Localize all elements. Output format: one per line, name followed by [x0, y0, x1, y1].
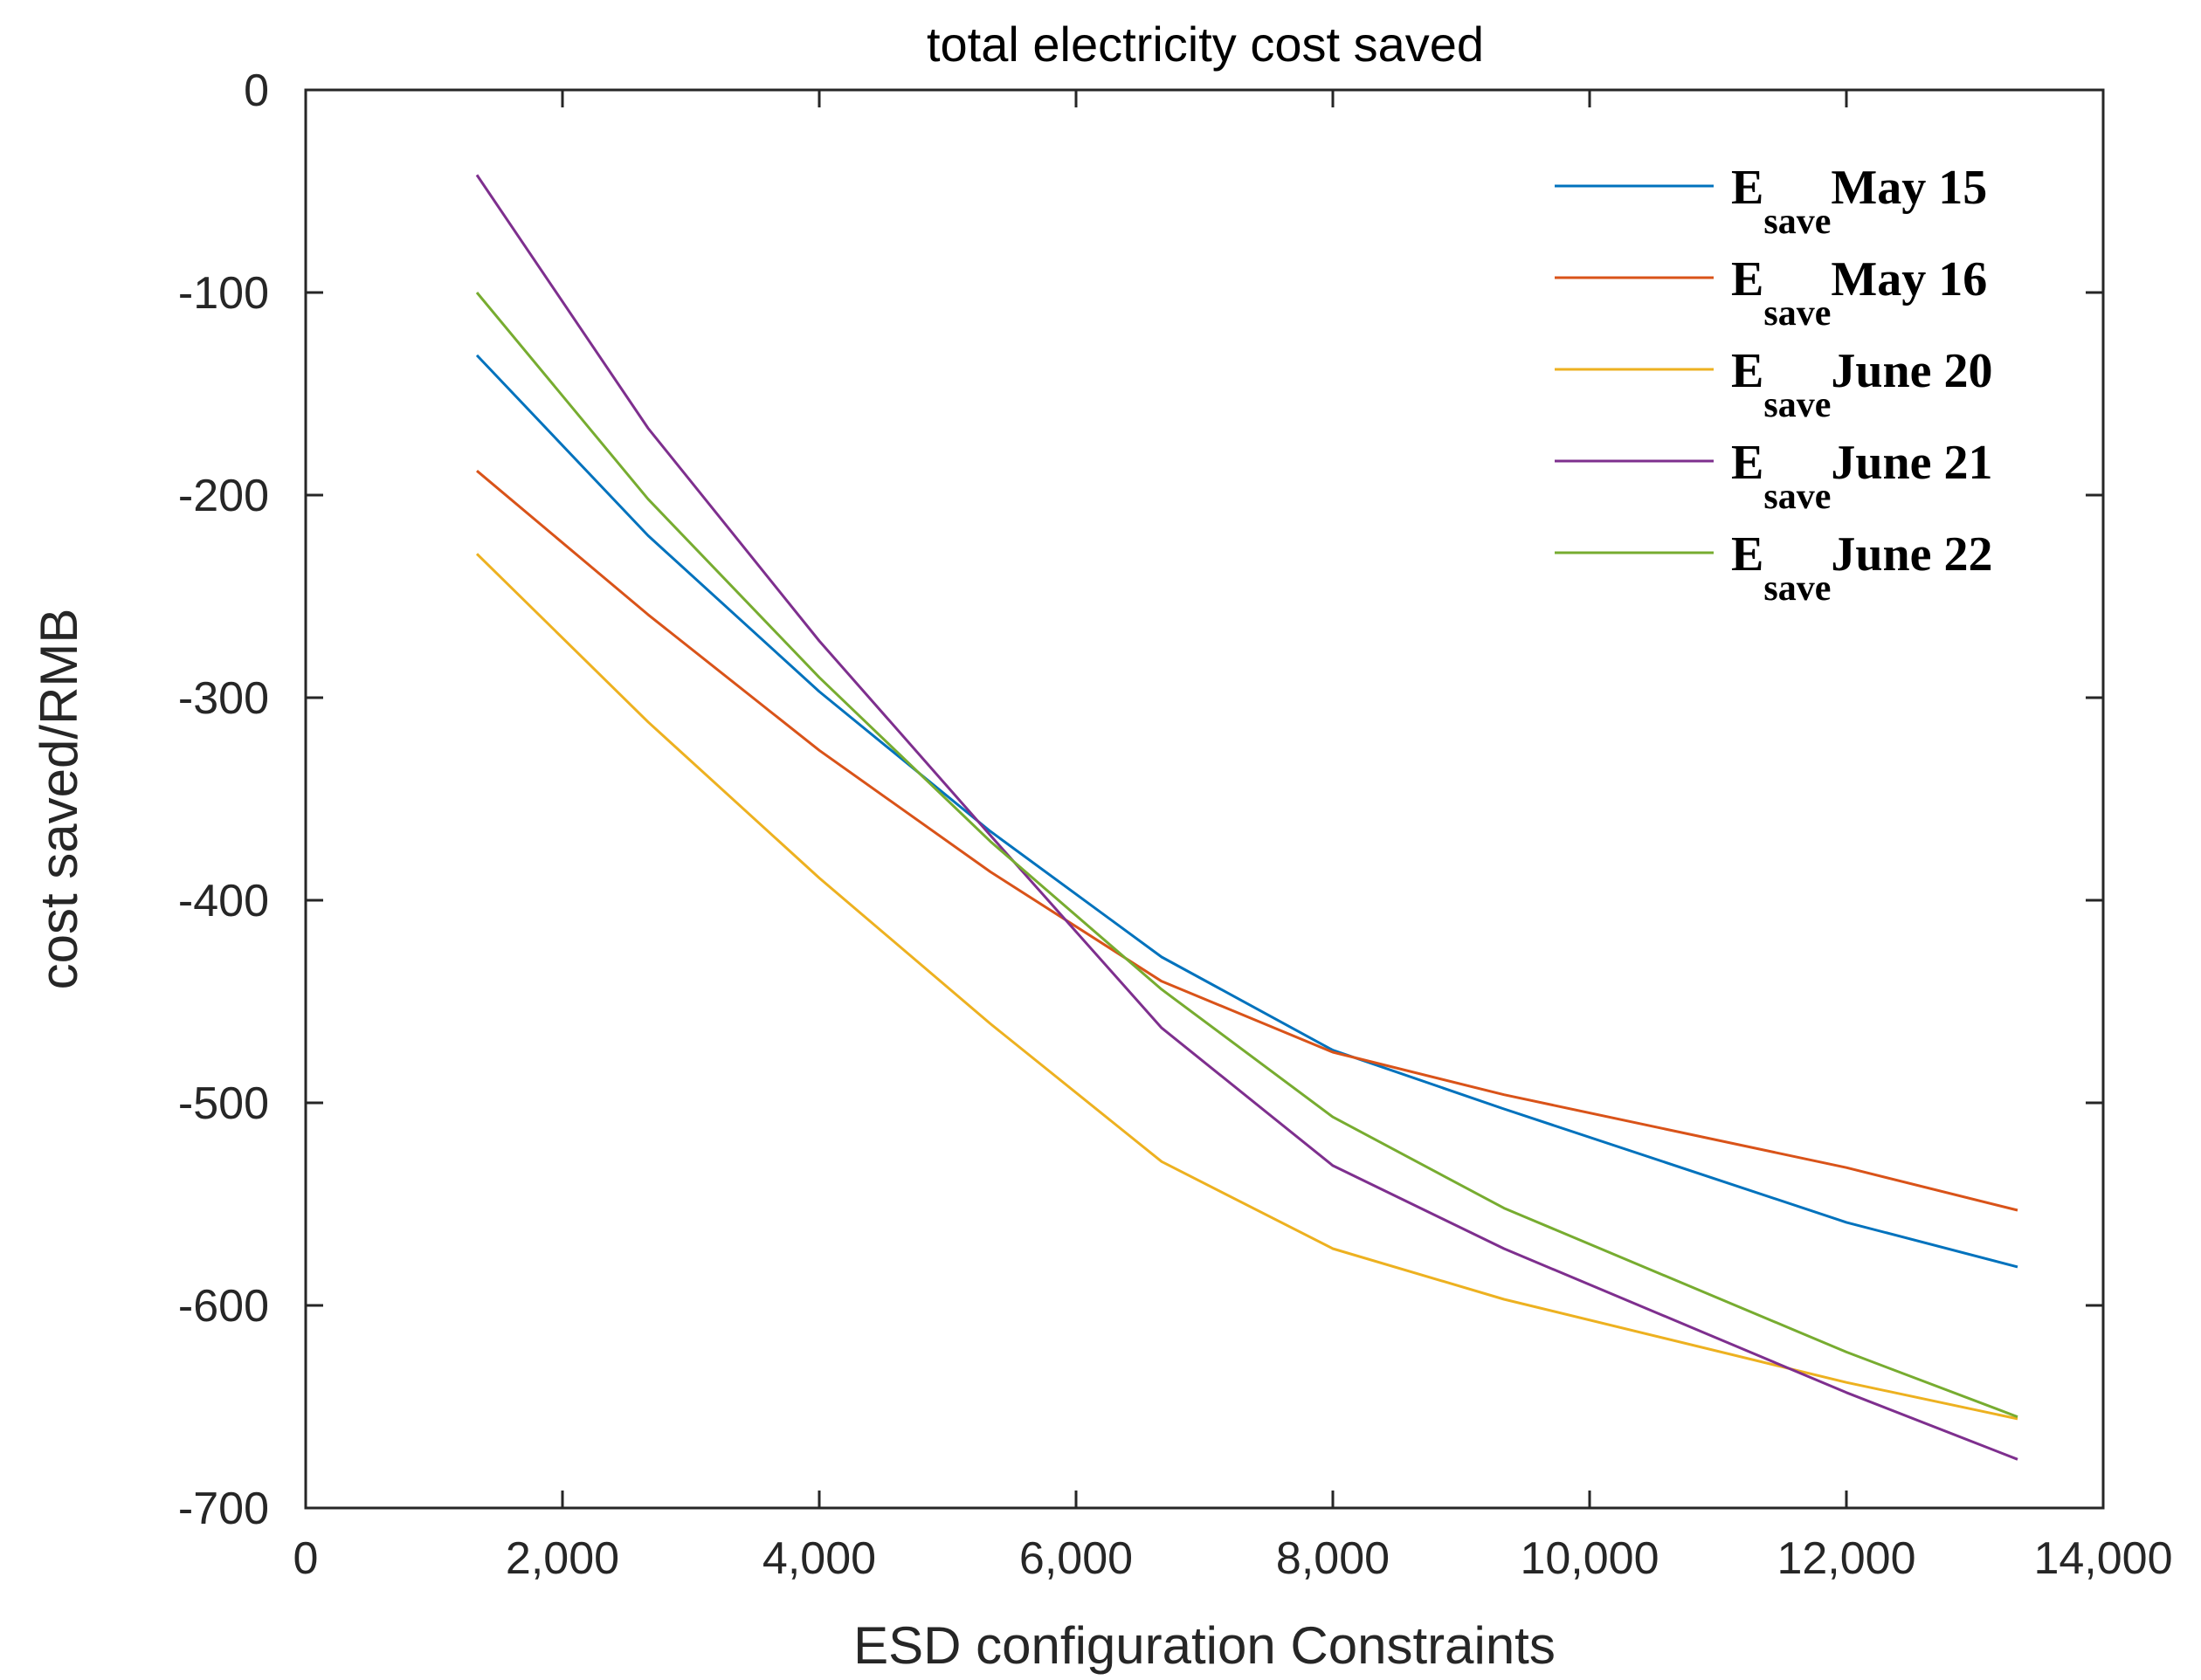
x-tick-label: 8,000 [1276, 1533, 1390, 1584]
series-line-4 [475, 292, 2018, 1419]
legend-entry: EsaveMay 16 [1731, 252, 1987, 334]
legend-label: May 15 [1831, 161, 1987, 215]
x-tick-label: 0 [293, 1533, 319, 1584]
y-tick-label: -200 [178, 471, 269, 521]
legend-subscript: save [1763, 568, 1831, 609]
legend-subscript: save [1763, 202, 1831, 242]
x-tick-label: 10,000 [1520, 1533, 1659, 1584]
legend-subscript: save [1763, 477, 1831, 517]
series-line-2 [475, 553, 2018, 1421]
legend-base: E [1731, 527, 1763, 582]
series-layer [475, 174, 2018, 1461]
legend-base: E [1731, 436, 1763, 490]
legend-label: May 16 [1831, 252, 1987, 306]
x-tick-label: 14,000 [2033, 1533, 2172, 1584]
y-tick-label: -600 [178, 1281, 269, 1332]
x-tick-label: 6,000 [1019, 1533, 1133, 1584]
legend-entry: EsaveJune 21 [1731, 436, 1993, 517]
legend-label: June 20 [1831, 344, 1992, 398]
legend-entry: EsaveMay 15 [1731, 161, 1987, 242]
y-tick-label: -700 [178, 1484, 269, 1534]
legend-label: June 21 [1831, 436, 1992, 490]
legend-subscript: save [1763, 293, 1831, 334]
y-tick-label: -100 [178, 268, 269, 319]
legend-base: E [1731, 252, 1763, 306]
legend-label: June 22 [1831, 527, 1992, 582]
x-tick-label: 2,000 [506, 1533, 619, 1584]
y-tick-label: -500 [178, 1078, 269, 1129]
chart-title: total electricity cost saved [927, 17, 1484, 72]
x-axis-label: ESD configuration Constraints [853, 1616, 1556, 1675]
x-tick-label: 4,000 [762, 1533, 876, 1584]
plot-area: 0 2,000 4,000 6,000 8,000 10,000 12,000 14,000 0… [178, 65, 2173, 1584]
y-tick-label: -400 [178, 876, 269, 926]
legend-subscript: save [1763, 385, 1831, 425]
legend-entry: EsaveJune 22 [1731, 527, 1993, 609]
plot-frame [304, 88, 2105, 1510]
legend-base: E [1731, 161, 1763, 215]
y-tick-label: -300 [178, 673, 269, 724]
x-tick-label: 12,000 [1777, 1533, 1915, 1584]
legend-entry: EsaveJune 20 [1731, 344, 1993, 425]
legend-base: E [1731, 344, 1763, 398]
y-tick-label: 0 [244, 65, 269, 116]
tick-layer: 0 2,000 4,000 6,000 8,000 10,000 12,000 14,000 0… [178, 65, 2173, 1584]
y-axis-label: cost saved/RMB [30, 609, 88, 990]
series-line-3 [475, 174, 2018, 1461]
